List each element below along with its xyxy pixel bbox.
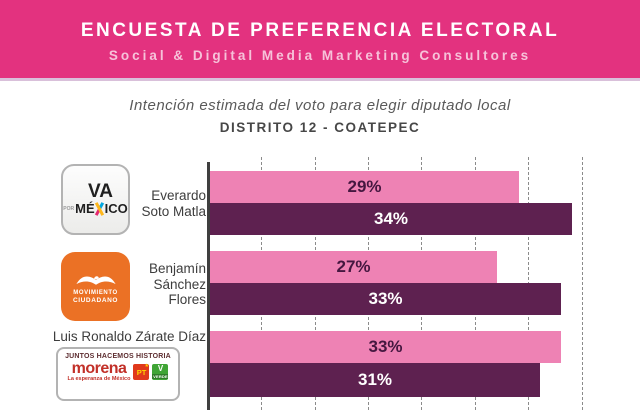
pt-logo: PT ★: [133, 363, 150, 380]
verde-logo: V VERDE: [152, 364, 169, 380]
mc-eagle-icon: [75, 275, 116, 285]
va-por-text: POR: [63, 205, 75, 212]
chart-subtitle: Intención estimada del voto para elegir …: [129, 97, 511, 114]
y-axis-line: [207, 162, 210, 410]
candidate-name-1: Everardo Soto Matla: [141, 188, 206, 219]
candidate-name-line: Sánchez: [153, 276, 206, 292]
va-mexico-line: POR MÉ ICO: [63, 201, 127, 216]
va-por-mexico-logo: VA POR MÉ ICO: [61, 164, 130, 235]
va-text: VA: [88, 181, 113, 202]
candidate-name-line: Soto Matla: [141, 203, 206, 219]
gridline-35pct: [582, 157, 583, 410]
morena-wordmark: morena: [71, 360, 127, 377]
pt-text: PT: [136, 367, 147, 377]
bar-row1-purple: 34%: [210, 203, 572, 235]
mc-text-line2: CIUDADANO: [72, 296, 119, 304]
movimiento-ciudadano-logo: MOVIMIENTO CIUDADANO: [61, 252, 130, 321]
banner-subtitle: Social & Digital Media Marketing Consult…: [108, 47, 532, 63]
banner-title: ENCUESTA DE PREFERENCIA ELECTORAL: [80, 19, 560, 41]
candidate-name-3: Luis Ronaldo Zárate Díaz: [53, 329, 206, 345]
morena-tagline: La esperanza de México: [67, 376, 131, 382]
coalition-parties-row: morena La esperanza de México PT ★ V VER…: [67, 360, 169, 383]
coalition-header-text: JUNTOS HACEMOS HISTORIA: [65, 353, 171, 360]
bar-row3-pink: 33%: [210, 331, 561, 363]
verde-bird-icon: V: [157, 364, 164, 373]
va-mexico-pre: MÉ: [75, 201, 95, 216]
bar-value-label: 33%: [368, 337, 403, 356]
bar-row2-purple: 33%: [210, 283, 561, 315]
district-title: DISTRITO 12 - COATEPEC: [219, 120, 421, 135]
header-banner: ENCUESTA DE PREFERENCIA ELECTORAL Social…: [0, 0, 640, 81]
bar-value-label: 33%: [368, 289, 403, 308]
bar-value-label: 29%: [347, 177, 382, 196]
candidate-name-line: Everardo: [151, 188, 206, 203]
bar-value-label: 31%: [357, 370, 393, 389]
va-x-icon: [94, 201, 105, 216]
morena-logo: morena La esperanza de México: [67, 360, 131, 383]
candidate-name-2: Benjamín Sánchez Flores: [149, 261, 206, 308]
bar-value-label: 27%: [336, 257, 371, 276]
mc-text-line1: MOVIMIENTO: [73, 289, 118, 296]
candidate-name-line: Luis Ronaldo Zárate Díaz: [52, 329, 206, 344]
bar-value-label: 34%: [373, 209, 409, 228]
pt-star-icon: ★: [144, 363, 149, 369]
bar-row1-pink: 29%: [210, 171, 519, 203]
verde-text: VERDE: [152, 374, 169, 379]
bar-row2-pink: 27%: [210, 251, 497, 283]
bar-row3-purple: 31%: [210, 363, 540, 397]
candidate-name-line: Benjamín: [148, 261, 206, 276]
candidate-name-line: Flores: [168, 292, 206, 307]
va-mexico-post: ICO: [104, 201, 128, 216]
juntos-hacemos-historia-logo: JUNTOS HACEMOS HISTORIA morena La espera…: [56, 347, 180, 401]
